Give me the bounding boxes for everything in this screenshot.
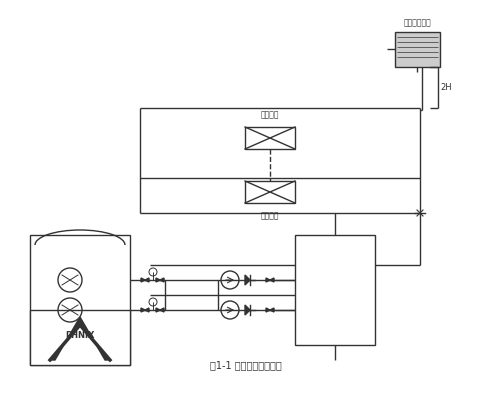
Polygon shape [266,308,270,312]
Bar [30,235,130,365]
Polygon shape [145,278,149,282]
Polygon shape [270,308,274,312]
Polygon shape [266,278,270,282]
Polygon shape [156,308,160,312]
Polygon shape [245,275,250,285]
Bar [245,181,295,203]
Bar [295,235,375,345]
Text: 末端风盘: 末端风盘 [261,110,279,119]
Text: 开式膨胀水箱: 开式膨胀水箱 [403,18,431,27]
Polygon shape [245,305,250,315]
Polygon shape [145,308,149,312]
Polygon shape [156,278,160,282]
Text: 2H: 2H [440,83,452,92]
Polygon shape [141,308,145,312]
Text: 末端风盘: 末端风盘 [261,211,279,220]
Text: PHNIX: PHNIX [65,331,95,340]
Polygon shape [270,278,274,282]
Bar [30,310,130,365]
Text: 图1-1 闭水管集高点定压: 图1-1 闭水管集高点定压 [210,360,282,370]
Polygon shape [141,278,145,282]
Polygon shape [160,308,164,312]
Bar [245,127,295,149]
Polygon shape [160,278,164,282]
Polygon shape [50,317,110,360]
Bar [395,32,440,67]
